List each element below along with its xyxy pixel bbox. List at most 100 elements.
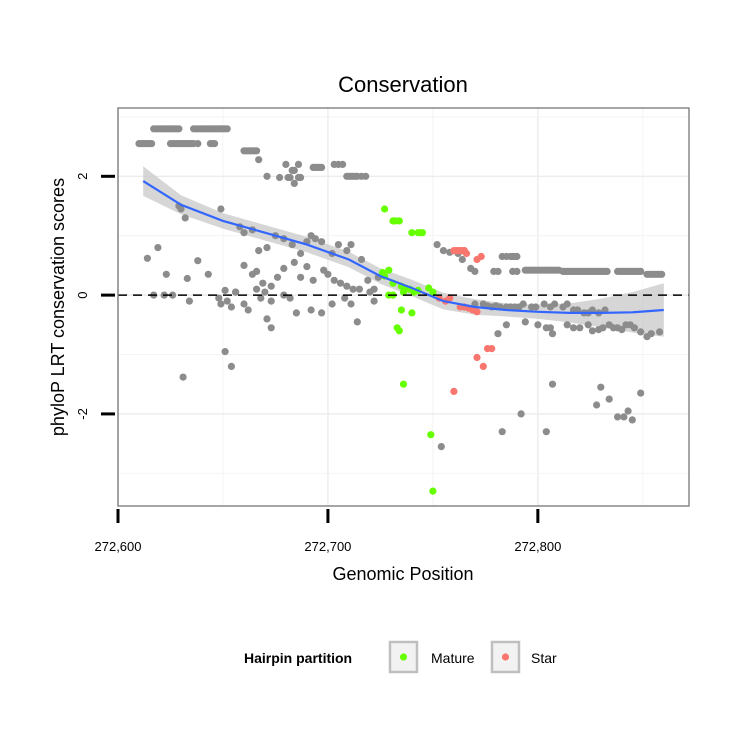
other-point	[255, 247, 263, 255]
other-point	[267, 282, 275, 290]
other-point	[318, 309, 326, 317]
other-point	[628, 416, 636, 424]
other-point	[593, 401, 601, 409]
other-point	[148, 140, 156, 148]
other-point	[297, 249, 305, 258]
other-point	[597, 383, 605, 391]
smooth-trend-line	[142, 180, 664, 314]
other-point	[637, 328, 645, 336]
other-point	[343, 247, 351, 255]
other-point	[318, 238, 326, 246]
other-point	[309, 276, 317, 284]
other-point	[353, 318, 361, 326]
other-point	[357, 255, 366, 264]
y-tick-label: -2	[75, 408, 90, 420]
other-point	[618, 326, 626, 334]
other-point	[630, 324, 639, 332]
mature-point	[408, 229, 416, 237]
legend-title: Hairpin partition	[244, 650, 352, 666]
other-point	[255, 156, 263, 164]
other-point	[519, 300, 527, 308]
other-point	[599, 324, 607, 332]
other-point	[259, 279, 267, 287]
other-point	[177, 205, 185, 213]
other-point	[204, 270, 212, 278]
star-point	[473, 353, 481, 362]
other-point	[181, 214, 189, 222]
mature-point	[429, 487, 437, 495]
legend-label-star: Star	[531, 650, 557, 666]
other-point	[253, 267, 261, 275]
mature-point	[385, 266, 393, 274]
other-point	[232, 288, 240, 296]
other-point	[551, 300, 559, 308]
other-point	[347, 241, 355, 249]
other-point	[347, 300, 355, 308]
star-point	[462, 249, 471, 258]
other-point	[324, 270, 332, 278]
other-point	[563, 300, 571, 308]
other-point	[458, 255, 466, 264]
other-point	[605, 395, 613, 403]
other-point	[603, 267, 611, 275]
y-axis: -2 0 2	[75, 173, 115, 420]
mature-point	[381, 205, 389, 213]
other-point	[624, 407, 632, 415]
mature-point	[427, 431, 435, 439]
star-point	[477, 252, 485, 261]
other-point	[294, 160, 303, 168]
other-point	[240, 261, 248, 269]
other-point	[437, 443, 445, 451]
other-point	[223, 297, 231, 305]
other-point	[513, 252, 521, 261]
x-axis: 272,600 272,700 272,800	[95, 509, 561, 554]
other-point	[433, 241, 441, 249]
other-point	[330, 276, 338, 284]
mature-point	[397, 306, 405, 314]
x-tick-label: 272,700	[304, 539, 351, 554]
mature-point	[429, 288, 437, 296]
other-point	[215, 294, 223, 302]
other-point	[656, 328, 664, 336]
other-point	[286, 294, 294, 302]
y-tick-label: 0	[75, 292, 90, 299]
other-point	[253, 147, 261, 155]
other-point	[240, 300, 248, 308]
other-point	[282, 160, 290, 168]
other-point	[588, 327, 597, 335]
other-point	[328, 300, 336, 308]
other-point	[364, 276, 372, 284]
other-point	[534, 321, 542, 329]
other-point	[290, 166, 298, 174]
other-point	[290, 179, 298, 187]
mature-point	[408, 309, 416, 317]
y-tick-label: 2	[75, 173, 90, 180]
other-point	[370, 297, 378, 305]
other-point	[276, 173, 284, 182]
other-point	[183, 274, 191, 283]
star-point	[479, 362, 487, 370]
other-point	[223, 125, 231, 133]
other-point	[498, 428, 506, 436]
mature-point	[399, 380, 408, 388]
other-point	[513, 267, 521, 275]
other-point	[658, 270, 666, 278]
star-point	[450, 387, 458, 395]
other-point	[637, 389, 645, 397]
other-point	[532, 303, 540, 311]
other-point	[366, 288, 374, 296]
other-point	[263, 244, 271, 252]
other-point	[569, 324, 578, 332]
other-point	[194, 257, 202, 265]
other-point	[542, 428, 550, 436]
star-point	[473, 308, 481, 316]
other-point	[290, 258, 298, 266]
other-point	[288, 241, 296, 249]
other-point	[303, 263, 311, 271]
x-tick-label: 272,600	[95, 539, 142, 554]
other-point	[339, 160, 347, 168]
other-point	[311, 235, 319, 243]
other-point	[584, 321, 592, 329]
other-point	[194, 140, 202, 148]
other-point	[257, 294, 265, 302]
